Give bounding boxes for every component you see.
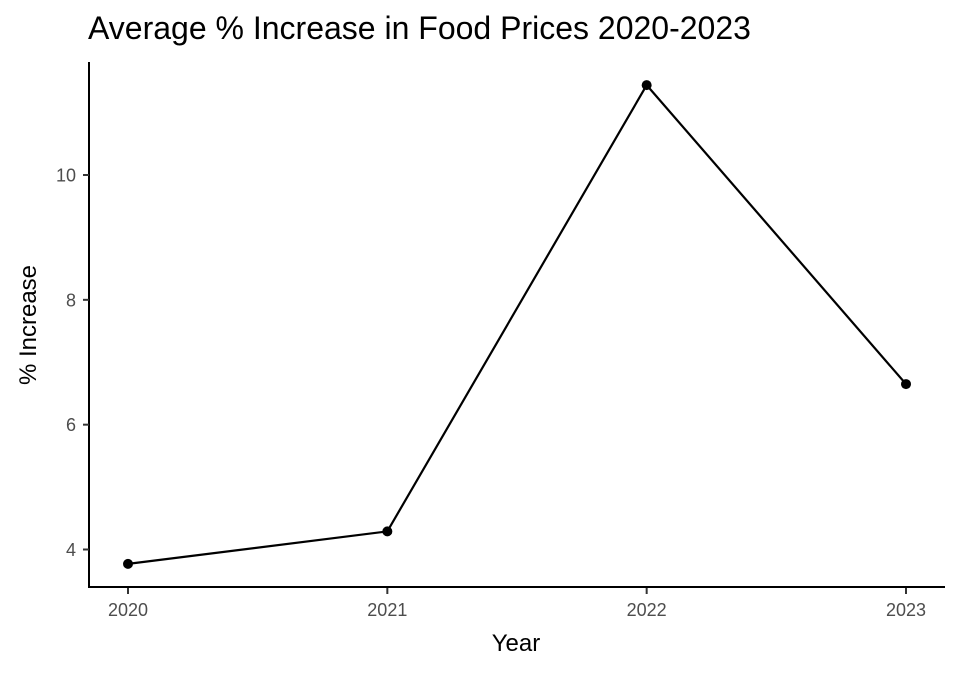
x-axis-title: Year <box>492 630 541 657</box>
y-axis-ticks: 4 6 8 10 <box>56 166 89 560</box>
x-tick-label: 2023 <box>886 600 926 620</box>
y-tick-label: 6 <box>66 415 76 435</box>
data-point <box>901 379 911 390</box>
data-point <box>641 80 652 91</box>
y-tick-label: 10 <box>56 166 76 186</box>
y-axis-title: % Increase <box>15 265 42 385</box>
x-tick-label: 2021 <box>367 600 407 620</box>
data-point <box>382 526 393 537</box>
x-tick-label: 2022 <box>627 600 667 620</box>
series-line <box>127 83 907 565</box>
x-axis-ticks: 2020 2021 2022 2023 <box>108 588 926 620</box>
chart-title: Average % Increase in Food Prices 2020-2… <box>88 10 751 46</box>
y-tick-label: 4 <box>66 540 76 560</box>
x-tick-label: 2020 <box>108 600 148 620</box>
data-point <box>123 558 133 569</box>
data-points <box>123 80 911 569</box>
y-tick-label: 8 <box>66 290 76 310</box>
